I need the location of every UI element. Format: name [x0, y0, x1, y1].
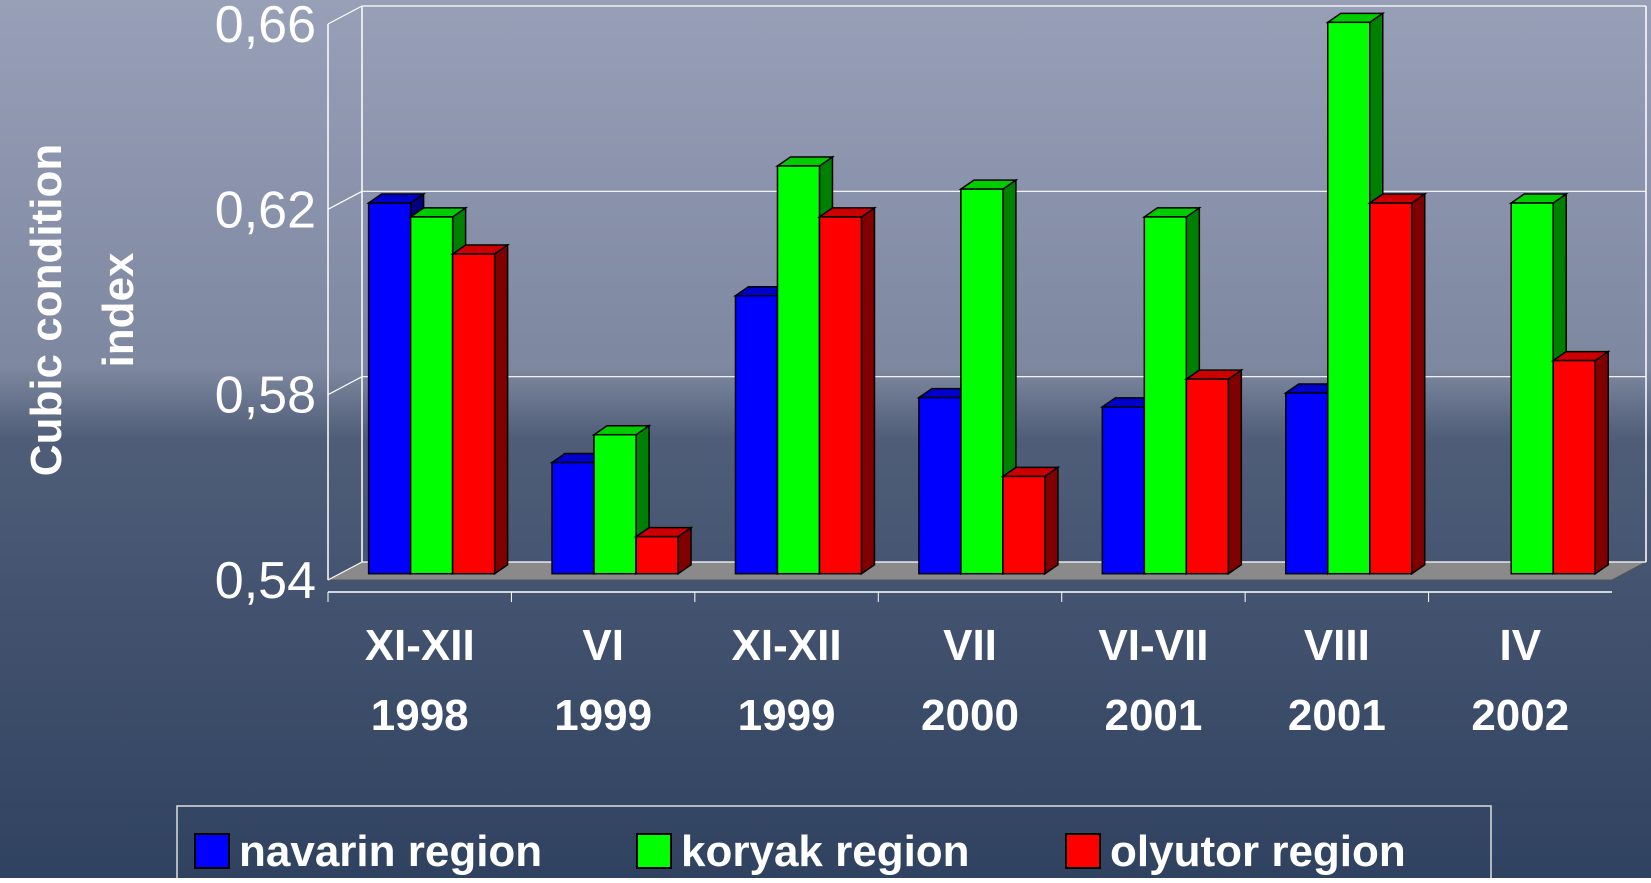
y-tick-label: 0,66 [215, 0, 316, 54]
grid-line-side [327, 5, 363, 25]
x-tick-label: IV 2002 [1471, 621, 1569, 740]
x-tick-label: VII 2000 [921, 621, 1019, 740]
x-tick-label: VI-VII 2001 [1098, 621, 1208, 740]
y-tick-label: 0,58 [215, 367, 316, 425]
y-axis-label: Cubic condition index [22, 144, 143, 476]
bar [367, 202, 412, 575]
bar-side [860, 206, 876, 576]
bar [1185, 378, 1230, 575]
bar [1285, 392, 1329, 575]
bar-side [1594, 350, 1609, 576]
grid-line-side [327, 190, 363, 210]
bar [451, 253, 496, 575]
bar [1101, 406, 1146, 575]
bar [1552, 359, 1596, 575]
bar [1143, 216, 1188, 575]
bar [1369, 202, 1413, 575]
bar [409, 216, 454, 575]
legend-swatch [636, 833, 672, 869]
y-tick-label: 0,62 [215, 181, 316, 239]
bar [593, 433, 637, 575]
x-tick-label: VI 1999 [554, 621, 652, 740]
legend-label: navarin region [239, 827, 542, 876]
legend-swatch [194, 833, 230, 869]
bar-side [1227, 368, 1243, 576]
bar [960, 188, 1004, 575]
bar-side [493, 243, 509, 576]
bar [1002, 475, 1046, 575]
grid-line-side [327, 561, 363, 581]
bar [1510, 202, 1554, 575]
bar [818, 216, 863, 575]
bar [551, 461, 595, 575]
x-tick-label: VIII 2001 [1288, 621, 1386, 740]
y-tick-label: 0,54 [215, 552, 316, 610]
grid-line-side [327, 376, 363, 396]
x-tick-label: XI-XII 1998 [365, 621, 475, 740]
bar-side [1411, 192, 1426, 576]
legend-label: koryak region [681, 827, 970, 876]
legend-swatch [1065, 833, 1101, 869]
bar-side [1044, 465, 1059, 576]
bar [635, 535, 679, 575]
bar [1327, 21, 1371, 575]
bar [918, 396, 962, 575]
legend-label: olyutor region [1110, 827, 1406, 876]
bar [776, 165, 821, 575]
legend-box [176, 805, 1492, 883]
bar [734, 294, 779, 575]
x-tick-label: XI-XII 1999 [732, 621, 842, 740]
